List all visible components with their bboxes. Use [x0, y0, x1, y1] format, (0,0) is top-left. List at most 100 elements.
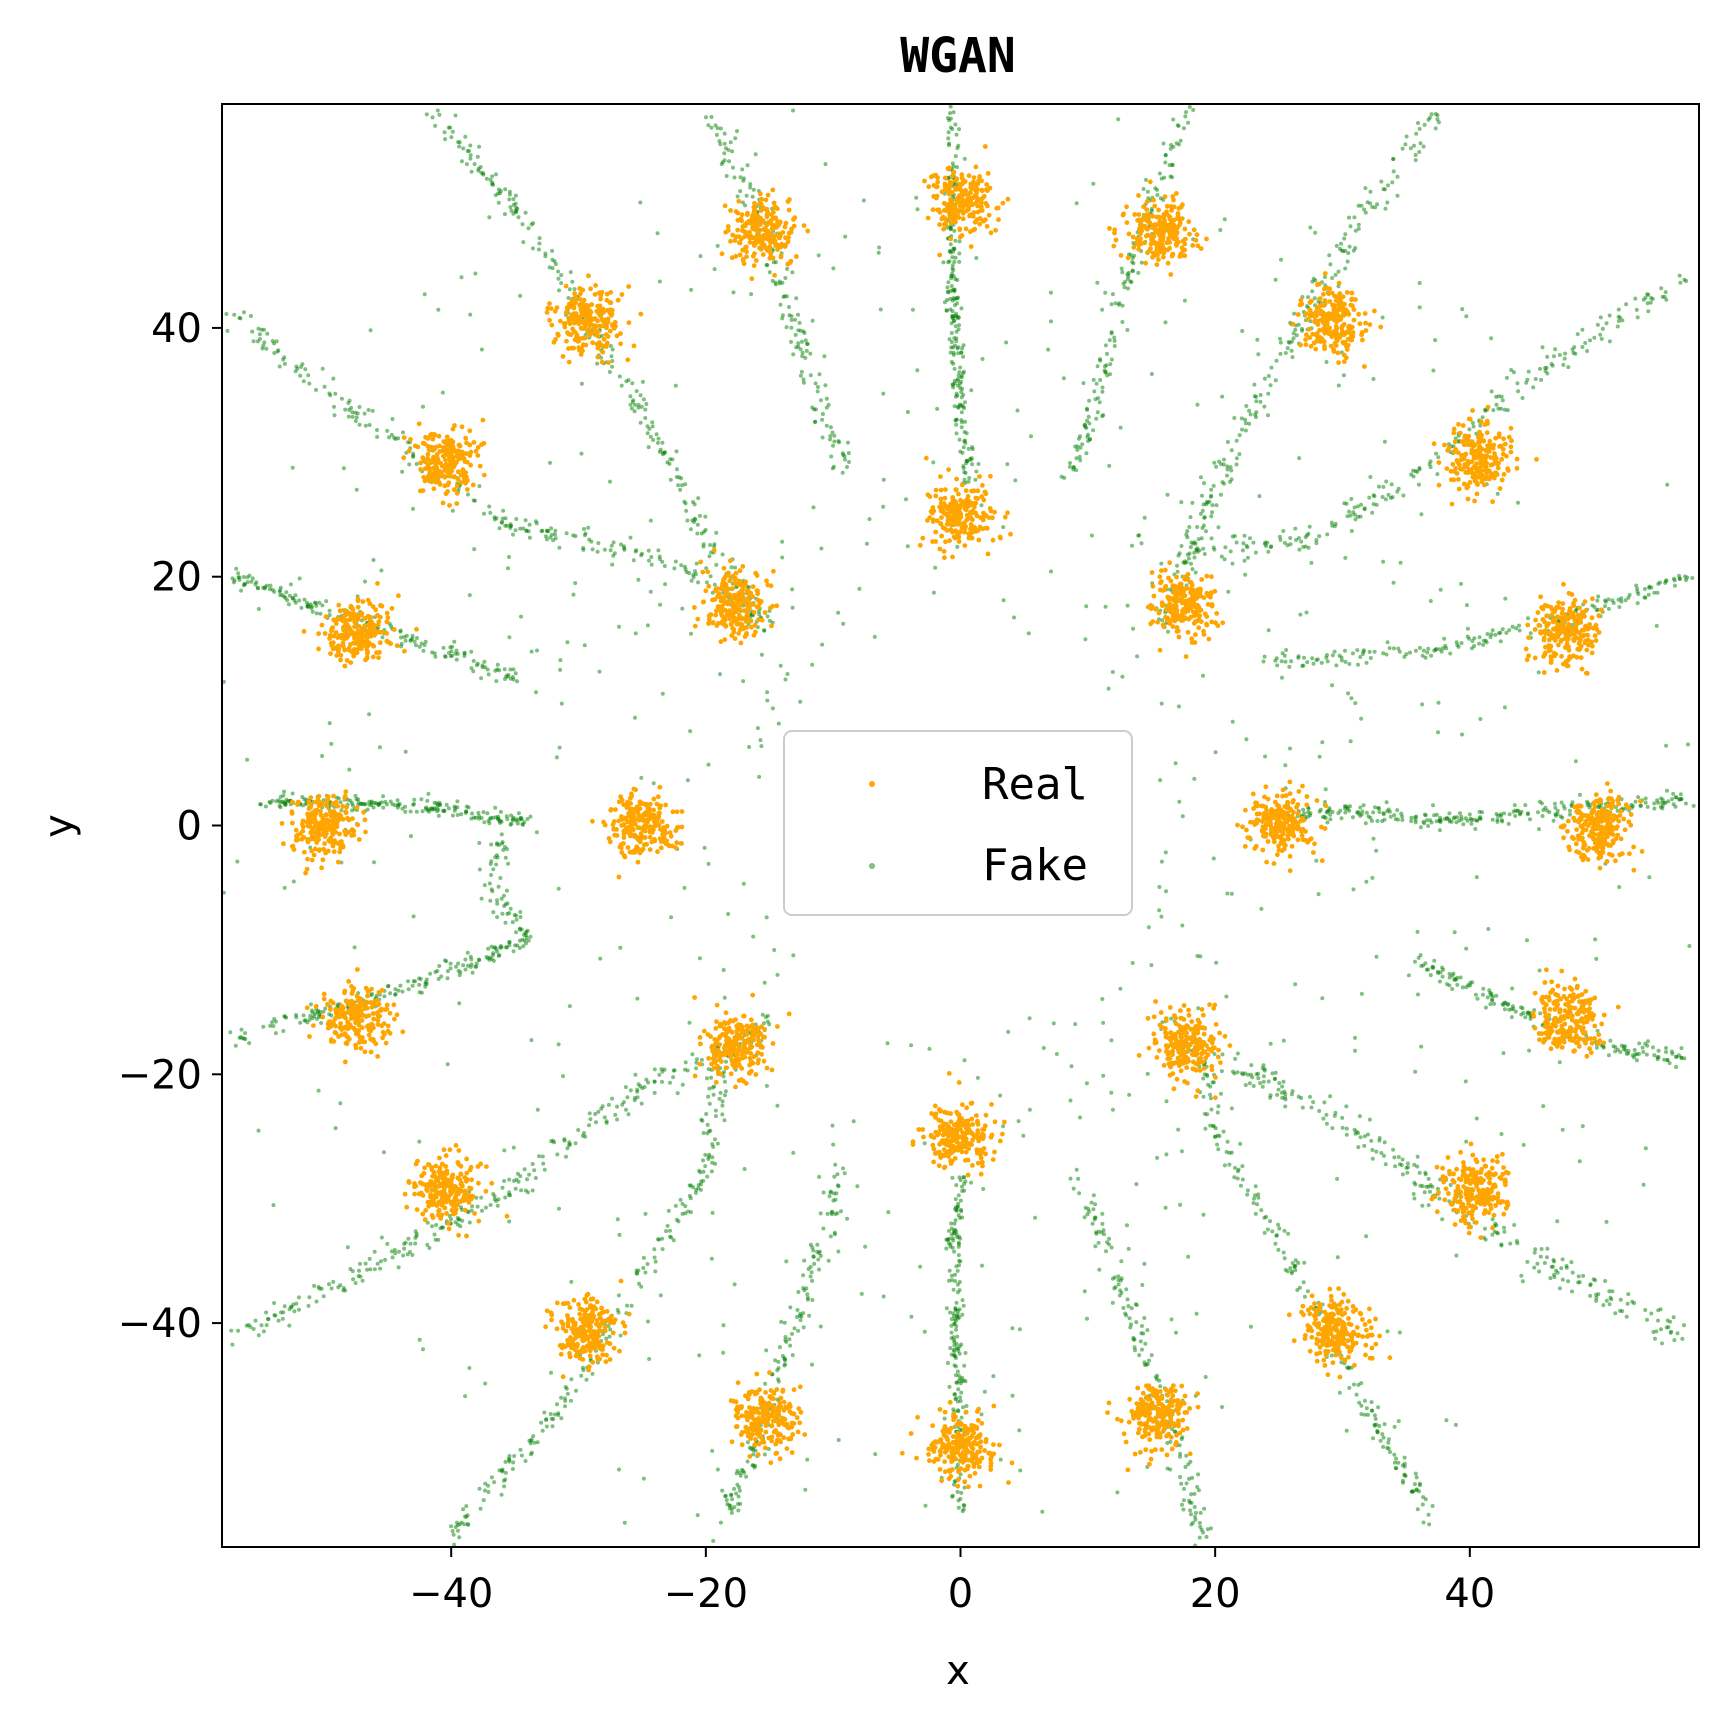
fake-point: [1532, 1250, 1537, 1255]
fake-point: [1077, 454, 1082, 459]
fake-point: [1179, 1149, 1184, 1154]
fake-point: [1189, 561, 1193, 566]
fake-point: [1112, 1286, 1117, 1291]
fake-point: [483, 1205, 488, 1210]
fake-point: [1433, 338, 1438, 343]
fake-point: [571, 533, 576, 538]
fake-point: [369, 993, 373, 998]
fake-point: [942, 300, 947, 305]
fake-point: [1540, 345, 1545, 350]
fake-point: [1219, 462, 1224, 467]
fake-point: [1282, 653, 1287, 658]
fake-point: [1656, 581, 1661, 586]
fake-point: [462, 651, 467, 656]
fake-point: [735, 194, 740, 199]
fake-point: [521, 944, 526, 949]
fake-point: [489, 859, 494, 864]
fake-point: [629, 406, 634, 411]
fake-point: [1005, 462, 1010, 467]
fake-point: [1450, 973, 1455, 978]
fake-point: [1145, 1071, 1150, 1076]
fake-point: [638, 420, 643, 425]
fake-point: [1454, 820, 1459, 825]
fake-point: [1283, 1097, 1288, 1102]
fake-point: [793, 332, 798, 337]
fake-point: [709, 550, 714, 555]
fake-point: [436, 977, 441, 981]
fake-point: [710, 1160, 715, 1165]
fake-point: [1517, 623, 1522, 628]
fake-point: [1452, 930, 1457, 935]
fake-point: [944, 1246, 949, 1251]
fake-point: [1391, 157, 1396, 162]
fake-point: [683, 1060, 688, 1065]
fake-point: [1502, 1225, 1506, 1230]
fake-point: [543, 534, 548, 539]
fake-point: [798, 1318, 803, 1323]
fake-point: [608, 479, 612, 484]
fake-point: [824, 405, 829, 410]
fake-point: [1344, 1104, 1349, 1109]
fake-point: [483, 1381, 488, 1386]
fake-point: [1573, 351, 1578, 356]
fake-point: [327, 608, 332, 613]
fake-point: [463, 810, 468, 815]
fake-point: [1192, 776, 1197, 781]
fake-point: [1253, 1193, 1258, 1198]
fake-point: [1288, 746, 1292, 751]
fake-point: [380, 635, 385, 640]
fake-point: [502, 1484, 507, 1489]
fake-point: [1393, 1164, 1398, 1169]
fake-point: [863, 1244, 868, 1249]
fake-point: [276, 1318, 281, 1323]
fake-point: [433, 654, 438, 659]
fake-point: [1353, 1048, 1357, 1053]
fake-point: [1158, 778, 1163, 783]
fake-point: [1412, 143, 1416, 148]
fake-point: [1357, 1400, 1362, 1405]
fake-point: [671, 1238, 676, 1243]
fake-point: [1403, 1474, 1408, 1478]
fake-point: [1526, 369, 1531, 374]
fake-point: [1369, 1400, 1374, 1405]
fake-point: [292, 1309, 297, 1314]
fake-point: [1656, 1318, 1660, 1323]
fake-point: [956, 351, 961, 356]
fake-point: [709, 1169, 714, 1174]
fake-point: [1438, 587, 1443, 592]
fake-point: [760, 1012, 765, 1017]
fake-point: [296, 1295, 301, 1300]
fake-point: [277, 364, 282, 369]
fake-point: [1125, 272, 1130, 277]
fake-point: [1195, 1485, 1200, 1489]
fake-point: [1094, 381, 1099, 386]
fake-point: [1626, 1292, 1631, 1297]
fake-point: [491, 910, 496, 915]
fake-point: [1459, 581, 1463, 586]
fake-point: [718, 142, 723, 147]
fake-point: [1586, 801, 1591, 806]
fake-point: [499, 1492, 504, 1497]
real-point: [957, 208, 962, 214]
fake-point: [1086, 414, 1091, 419]
fake-point: [556, 886, 561, 891]
fake-point: [1208, 1092, 1213, 1097]
fake-point: [383, 799, 388, 804]
fake-point: [1542, 1261, 1547, 1265]
fake-point: [619, 383, 624, 388]
fake-point: [234, 566, 239, 571]
fake-point: [1283, 1104, 1288, 1109]
fake-point: [817, 372, 822, 377]
fake-point: [656, 436, 661, 441]
fake-point: [1215, 1133, 1220, 1138]
fake-point: [445, 976, 450, 981]
fake-point: [669, 915, 674, 920]
fake-point: [1444, 646, 1449, 651]
fake-point: [1363, 210, 1368, 215]
fake-point: [953, 1207, 958, 1212]
fake-point: [1118, 1288, 1123, 1293]
fake-point: [1506, 821, 1511, 826]
fake-point: [1617, 605, 1622, 609]
fake-point: [1203, 1375, 1208, 1379]
fake-point: [1359, 203, 1364, 208]
